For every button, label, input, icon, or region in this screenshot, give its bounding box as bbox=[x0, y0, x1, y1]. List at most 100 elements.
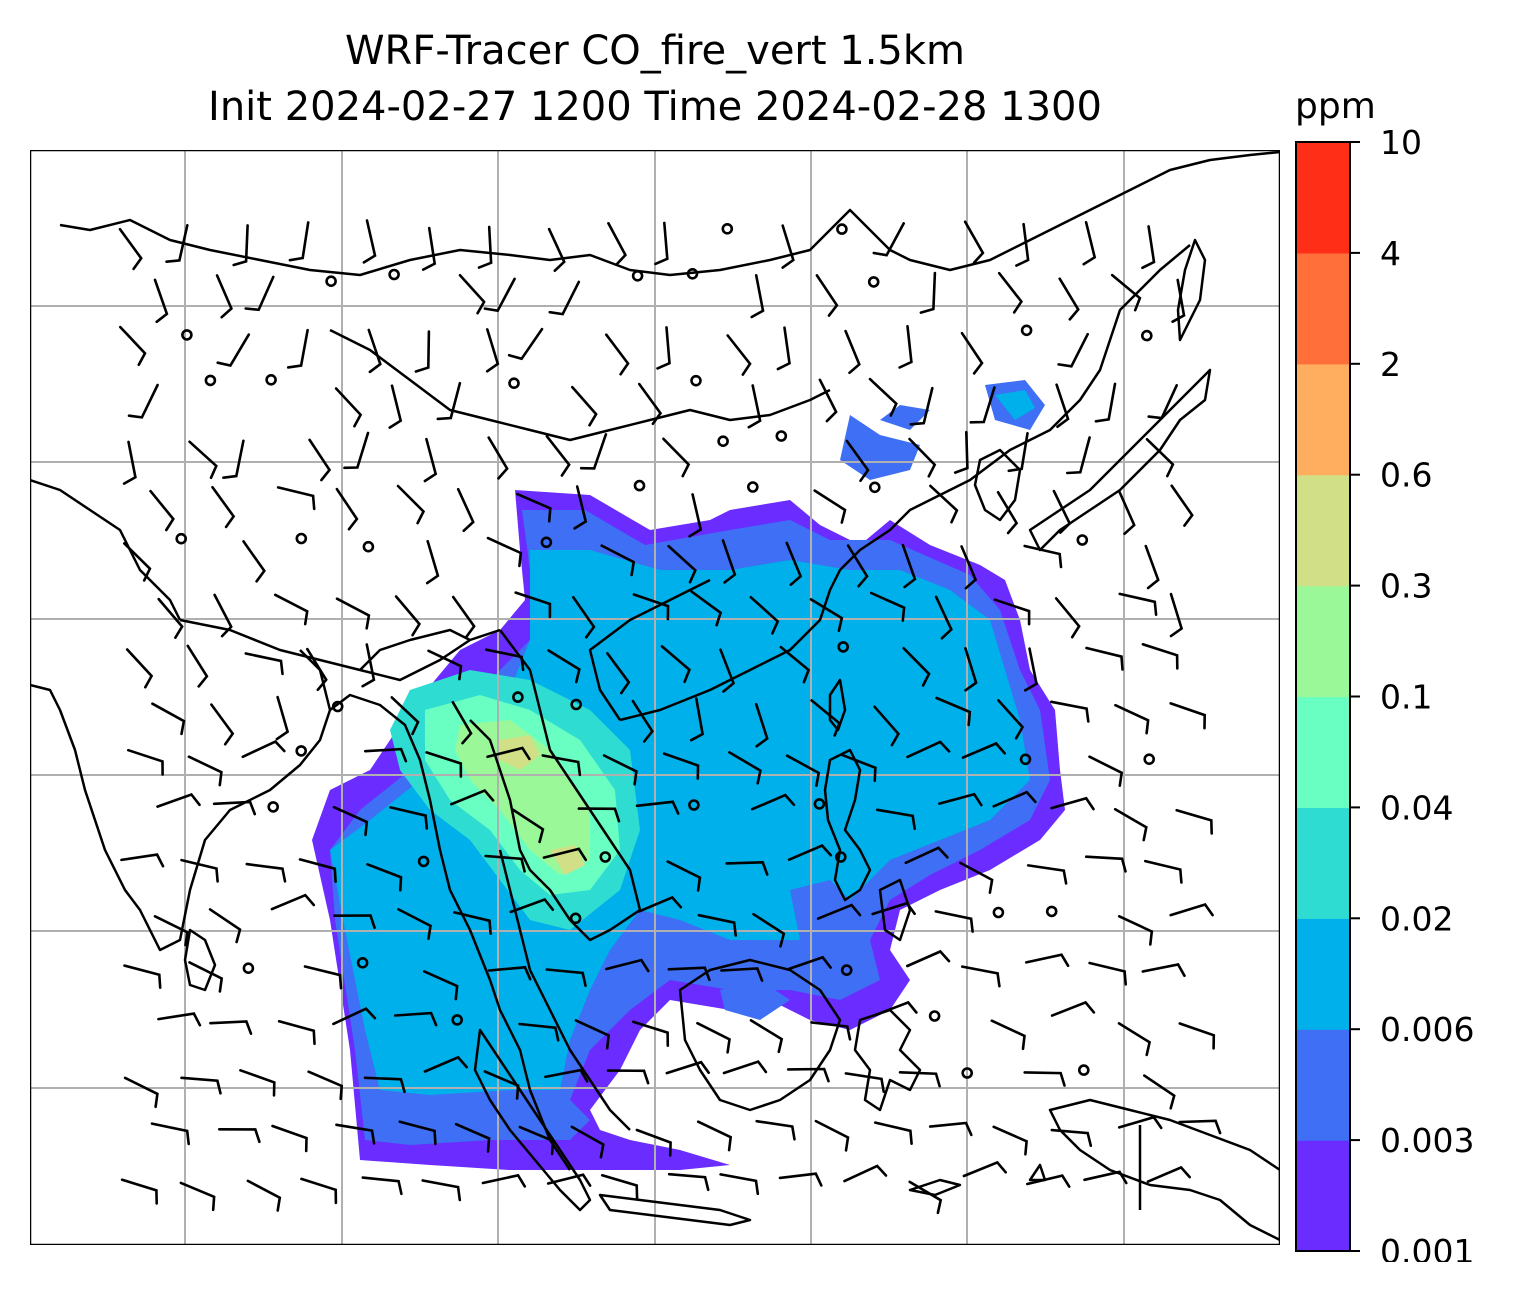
colorbar-unit-label: ppm bbox=[1295, 90, 1376, 127]
wind-barb bbox=[518, 1125, 555, 1156]
wind-calm-circle bbox=[813, 798, 826, 810]
plume-level-01 bbox=[455, 720, 590, 875]
wind-barb bbox=[993, 598, 1031, 626]
wind-barb bbox=[1118, 490, 1136, 536]
wind-barb bbox=[690, 590, 723, 627]
wind-barb bbox=[425, 539, 440, 585]
wind-barb bbox=[186, 644, 209, 688]
wind-barb bbox=[396, 484, 426, 525]
wind-barb bbox=[123, 542, 152, 582]
wind-barb bbox=[165, 224, 189, 263]
wind-barb bbox=[571, 385, 598, 427]
colorbar: ppm 0.001 0.003 0.006 0.02 0.04 0.1 0.3 0.6 2 4 10 bbox=[1295, 90, 1474, 1262]
wind-barb bbox=[209, 1020, 253, 1035]
wind-barb bbox=[390, 696, 420, 736]
wind-barb bbox=[343, 431, 370, 470]
plume-north-china-inner bbox=[995, 390, 1035, 420]
wind-barb bbox=[605, 333, 630, 376]
wind-barb bbox=[909, 386, 934, 426]
wind-calm-circle bbox=[569, 912, 582, 925]
wind-barb bbox=[997, 699, 1025, 740]
wind-barb bbox=[361, 643, 376, 688]
wind-barb bbox=[953, 430, 969, 474]
wind-barb bbox=[273, 593, 309, 626]
colorbar-tick-label: 4 bbox=[1380, 234, 1401, 273]
wind-barb bbox=[546, 1173, 592, 1187]
wind-barb bbox=[963, 220, 985, 264]
wind-barb bbox=[123, 964, 162, 989]
co-tracer-plume bbox=[312, 380, 1065, 1170]
wind-calm-circle bbox=[746, 481, 759, 493]
wind-barb bbox=[960, 545, 978, 590]
wind-barb bbox=[667, 966, 711, 982]
coast-sumatra bbox=[473, 1028, 592, 1212]
colorbar-swatch bbox=[1296, 918, 1350, 1030]
wind-calm-circle bbox=[992, 906, 1005, 919]
wind-barb bbox=[1146, 1165, 1191, 1183]
wind-barb bbox=[150, 1122, 190, 1146]
wind-barb bbox=[1175, 808, 1213, 835]
wind-calm-circle bbox=[775, 430, 788, 442]
wind-barb bbox=[453, 911, 492, 935]
wind-barb bbox=[394, 595, 421, 637]
wind-calm-circle bbox=[717, 435, 729, 448]
wind-barb bbox=[542, 847, 588, 862]
wind-calm-circle bbox=[265, 374, 277, 386]
wind-barb bbox=[1088, 755, 1124, 787]
wind-barb bbox=[871, 901, 916, 916]
wind-barb bbox=[456, 487, 475, 533]
wind-calm-circle bbox=[204, 374, 217, 387]
wind-barb bbox=[962, 1160, 1007, 1178]
wind-barb bbox=[868, 377, 898, 417]
wind-barb bbox=[934, 910, 974, 933]
wind-barb bbox=[969, 386, 996, 424]
wind-barb bbox=[477, 225, 493, 269]
wind-barb bbox=[487, 965, 532, 981]
wind-barb bbox=[362, 219, 377, 264]
colorbar-tick-label: 0.1 bbox=[1380, 678, 1432, 717]
wind-barb bbox=[486, 746, 531, 761]
wind-barb bbox=[813, 489, 847, 524]
wind-barb bbox=[216, 333, 251, 367]
wind-barb bbox=[875, 808, 916, 831]
wind-barb bbox=[785, 754, 821, 787]
wind-barb bbox=[393, 1011, 438, 1027]
border-west bbox=[30, 478, 182, 621]
wind-barb bbox=[1050, 1128, 1093, 1147]
wind-barb bbox=[1141, 225, 1156, 270]
colorbar-tick-label: 0.04 bbox=[1380, 788, 1453, 827]
wind-barb bbox=[516, 492, 552, 523]
coast-malay-peninsula bbox=[498, 849, 631, 1131]
wind-calm-circle bbox=[417, 855, 430, 868]
wind-barb bbox=[246, 1179, 282, 1212]
wind-calm-circle bbox=[356, 956, 369, 969]
plume-level-0006 bbox=[330, 550, 1030, 1095]
wind-calm-circle bbox=[181, 329, 193, 341]
wind-calm-circle bbox=[867, 276, 880, 288]
wind-calm-circle bbox=[1045, 905, 1058, 918]
wind-barb bbox=[902, 647, 931, 687]
colorbar-tick-label: 0.6 bbox=[1380, 456, 1432, 495]
wind-barb bbox=[397, 908, 432, 940]
wind-barb bbox=[938, 792, 983, 807]
wind-barb bbox=[1052, 489, 1072, 534]
wind-barb bbox=[606, 652, 631, 695]
wind-barb bbox=[286, 328, 309, 369]
coast-java bbox=[598, 1193, 752, 1227]
wind-barb bbox=[873, 1000, 918, 1017]
colorbar-tick-label: 0.003 bbox=[1380, 1121, 1474, 1160]
wind-barb bbox=[288, 221, 310, 262]
wind-barb bbox=[271, 1124, 308, 1153]
wind-barb bbox=[232, 224, 249, 267]
wind-calm-circle bbox=[362, 540, 375, 553]
wind-barb bbox=[157, 597, 184, 639]
wind-calm-circle bbox=[267, 801, 279, 813]
wind-barb bbox=[749, 596, 780, 635]
wind-barb bbox=[906, 949, 951, 968]
wind-barb bbox=[810, 699, 841, 737]
wind-barb bbox=[118, 227, 143, 271]
wind-barb bbox=[722, 1060, 768, 1075]
wind-calm-circle bbox=[1141, 329, 1153, 342]
wind-barb bbox=[363, 747, 408, 763]
wind-barb bbox=[1054, 597, 1081, 639]
